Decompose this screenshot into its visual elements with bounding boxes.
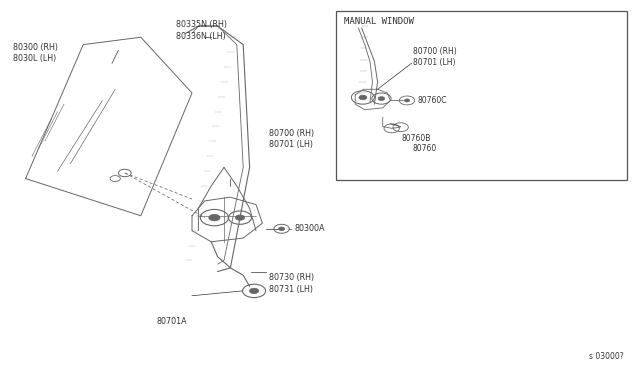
Circle shape [404,99,410,102]
Circle shape [280,228,283,230]
Text: 80300A: 80300A [294,224,325,233]
Bar [336,11,627,180]
Circle shape [380,98,383,99]
Text: MANUAL WINDOW: MANUAL WINDOW [344,17,413,26]
Text: 80760: 80760 [413,144,437,153]
Text: 80760C: 80760C [417,96,447,105]
Circle shape [212,217,216,219]
Circle shape [278,227,285,231]
Circle shape [359,95,367,100]
Text: 80700 (RH)
80701 (LH): 80700 (RH) 80701 (LH) [269,129,314,149]
Text: 80701A: 80701A [157,317,188,326]
Circle shape [378,97,385,100]
Circle shape [238,217,242,219]
Circle shape [236,215,244,220]
Circle shape [209,214,220,221]
Text: 80335N (RH)
80336N (LH): 80335N (RH) 80336N (LH) [176,20,227,41]
Text: s 03000?: s 03000? [589,352,624,361]
Circle shape [362,97,364,98]
Text: 80760B: 80760B [402,134,431,143]
Text: 80300 (RH)
8030L (LH): 80300 (RH) 8030L (LH) [13,43,58,63]
Circle shape [406,100,408,101]
Text: 80700 (RH)
80701 (LH): 80700 (RH) 80701 (LH) [413,47,456,67]
Text: 80730 (RH)
80731 (LH): 80730 (RH) 80731 (LH) [269,273,314,294]
Circle shape [252,290,256,292]
Circle shape [250,288,259,294]
